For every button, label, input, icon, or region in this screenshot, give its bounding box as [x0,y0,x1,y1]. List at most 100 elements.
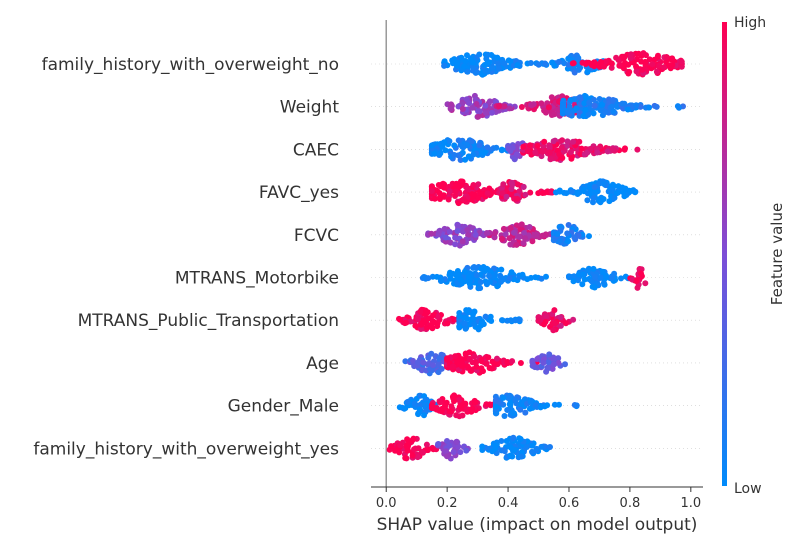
shap-point [513,241,520,248]
shap-point [616,62,623,69]
shap-point [640,50,647,57]
shap-point [465,274,472,280]
shap-point [451,56,458,63]
shap-point [511,446,518,453]
shap-point [442,234,449,241]
shap-point [518,221,525,228]
shap-point [604,148,611,155]
shap-point [424,447,431,454]
shap-point [501,60,508,67]
shap-point [464,68,471,75]
shap-point [619,100,626,107]
shap-point [556,401,562,408]
shap-point [471,191,478,198]
shap-point [566,103,573,110]
shap-point [404,436,411,443]
shap-point [544,365,551,372]
shap-point [642,280,649,287]
shap-point [527,142,533,149]
shap-point [516,234,523,240]
shap-point [505,145,512,152]
shap-point [555,355,562,362]
shap-point [528,102,535,109]
shap-point [508,191,514,198]
shap-point [421,412,427,419]
shap-point [404,441,411,448]
shap-point [546,149,553,156]
shap-point [473,359,479,366]
shap-point [628,51,634,58]
shap-point [595,196,602,203]
shap-point [669,61,676,68]
shap-point [462,325,469,332]
shap-point [428,230,435,237]
shap-point [625,70,632,77]
shap-point [452,193,458,199]
shap-point [508,269,515,276]
shap-point [397,442,404,449]
shap-point [638,58,645,65]
shap-point [446,442,453,449]
shap-point [570,316,577,323]
shap-point [463,96,470,103]
shap-point [562,320,569,327]
shap-point [557,237,563,244]
shap-point [478,265,485,272]
shap-point [447,239,454,246]
shap-point [461,320,468,327]
shap-point [392,447,398,454]
shap-point [580,113,587,120]
shap-point [634,284,641,291]
shap-point [508,186,515,192]
x-axis-label: SHAP value (impact on model output) [377,515,698,535]
shap-point [513,151,520,158]
shap-point [538,443,545,450]
shap-point [428,188,435,195]
shap-point [633,278,640,285]
shap-point [513,222,520,229]
shap-point [591,63,598,70]
shap-point [588,278,595,285]
shap-point [492,410,499,417]
shap-point [519,271,526,278]
shap-point [442,238,449,245]
shap-point [590,265,597,272]
shap-point [446,228,453,235]
shap-point [575,189,582,196]
shap-point [600,180,607,187]
shap-point [534,142,541,149]
shap-point [633,68,640,75]
shap-point [453,412,460,419]
feature-labels: family_history_with_overweight_no Weight C… [33,55,339,459]
shap-point [403,319,409,326]
feature-label: Age [306,354,339,374]
shap-point [438,277,445,284]
shap-point [609,103,615,110]
shap-point [512,397,519,404]
shap-point [567,97,574,104]
shap-point [566,273,572,280]
shap-point [402,358,409,365]
shap-point [446,271,453,278]
shap-point [409,452,416,459]
shap-point [653,103,660,110]
shap-point [438,365,445,372]
shap-point [436,151,443,158]
shap-point [543,273,549,280]
shap-point [453,438,460,445]
shap-point [514,195,521,202]
shap-point [499,190,506,197]
shap-point [484,51,491,58]
shap-point [441,225,448,232]
shap-point [522,191,529,198]
shap-point [476,51,483,58]
shap-point [445,196,452,203]
x-tick-label: 0.8 [620,496,641,511]
shap-point [410,435,417,442]
shap-point [464,226,471,233]
shap-point [590,96,597,103]
x-tick-label: 0.6 [559,496,580,511]
shap-point [494,54,501,61]
shap-point [599,269,606,275]
